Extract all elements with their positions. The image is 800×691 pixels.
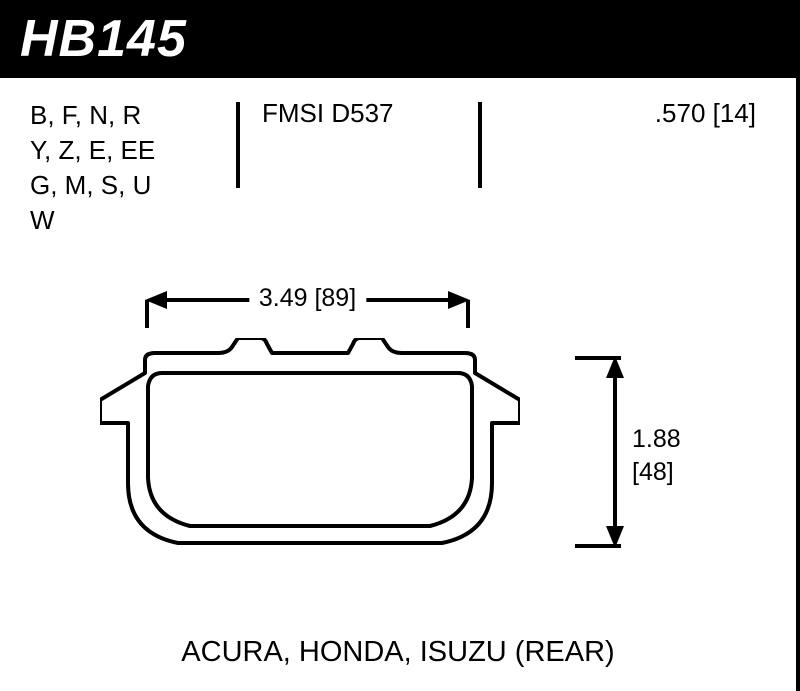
height-dimension [575,356,615,546]
height-arrow-svg [575,356,635,566]
width-dimension: 3.49 [89] [145,288,470,328]
brake-pad-outline [100,338,520,578]
content-area: B, F, N, R Y, Z, E, EE G, M, S, U W FMSI… [0,78,800,691]
compound-codes: B, F, N, R Y, Z, E, EE G, M, S, U W [30,98,220,238]
compounds-line: B, F, N, R [30,98,220,133]
divider [236,102,240,188]
part-number: HB145 [20,9,187,69]
compounds-line: G, M, S, U [30,168,220,203]
fmsi-code: FMSI D537 [262,98,462,238]
width-label: 3.49 [89] [249,284,366,313]
compounds-line: W [30,203,220,238]
height-value-mm: [48] [632,456,681,489]
height-value: 1.88 [632,423,681,456]
diagram-area: 3.49 [89] 1.88 [48] [0,288,800,688]
info-row: B, F, N, R Y, Z, E, EE G, M, S, U W FMSI… [0,78,796,238]
header-bar: HB145 [0,0,800,78]
application-label: ACURA, HONDA, ISUZU (REAR) [0,636,796,669]
divider [478,102,482,188]
thickness-value: .570 [14] [655,98,756,238]
height-label: 1.88 [48] [632,423,681,488]
compounds-line: Y, Z, E, EE [30,133,220,168]
